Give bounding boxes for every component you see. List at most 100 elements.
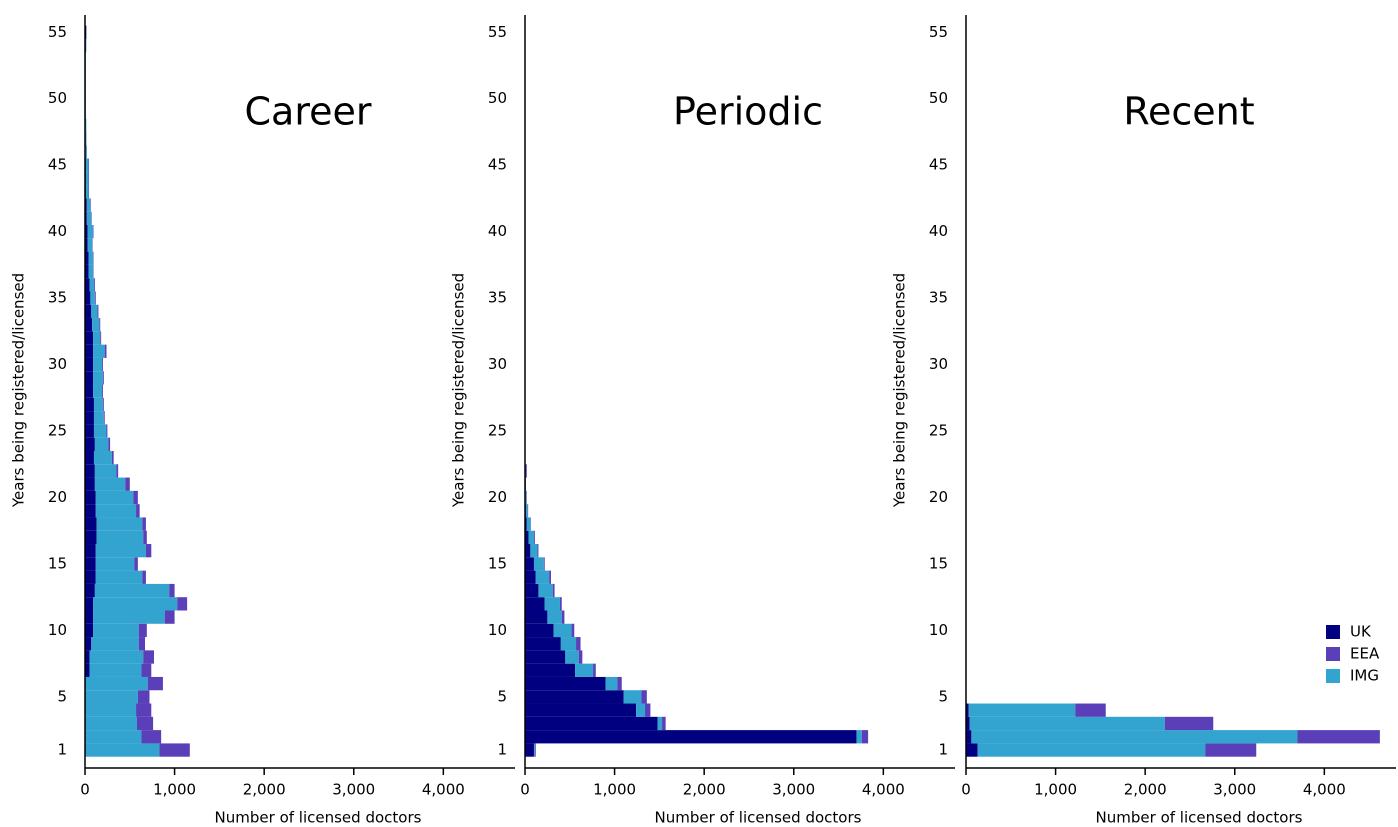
- legend-label: EEA: [1350, 645, 1380, 663]
- bar-segment: [525, 583, 539, 598]
- y-tick-label: 35: [48, 289, 67, 307]
- bar-segment: [85, 371, 94, 385]
- bar-segment: [85, 690, 138, 704]
- x-tick-label: 4,000: [862, 781, 905, 799]
- bar-segment: [142, 570, 146, 584]
- bar-segment: [525, 490, 527, 505]
- bar-segment: [85, 730, 142, 744]
- bar-segment: [95, 544, 146, 558]
- bar-segment: [137, 690, 150, 704]
- legend-swatch: [1326, 669, 1340, 683]
- bar-segment: [138, 637, 146, 651]
- bar-segment: [85, 637, 92, 651]
- bar-segment: [159, 743, 190, 757]
- bar-segment: [1205, 743, 1257, 757]
- bar-segment: [87, 225, 94, 239]
- bar-segment: [1297, 730, 1380, 744]
- y-tick-label: 45: [48, 156, 67, 174]
- bar-segment: [89, 278, 94, 292]
- bar-segment: [645, 703, 651, 717]
- bar-segment: [533, 530, 535, 545]
- bar-segment: [525, 557, 534, 571]
- bar-segment: [93, 331, 101, 345]
- bar-segment: [100, 331, 102, 345]
- bar-segment: [177, 597, 188, 611]
- x-tick-label: 0: [961, 781, 971, 799]
- legend-label: UK: [1350, 623, 1372, 641]
- x-tick-label: 1,000: [153, 781, 196, 799]
- bar-segment: [89, 663, 142, 677]
- bar-segment: [85, 703, 137, 717]
- x-tick-label: 3,000: [332, 781, 375, 799]
- y-tick-label: 20: [488, 488, 507, 506]
- bar-segment: [85, 650, 90, 664]
- bar-segment: [641, 690, 647, 704]
- bar-segment: [85, 291, 91, 305]
- bar-segment: [87, 238, 93, 252]
- bar-segment: [85, 357, 94, 372]
- bar-segment: [138, 623, 147, 638]
- bar-segment: [525, 637, 561, 651]
- bar-segment: [856, 730, 862, 744]
- bar-segment: [143, 530, 147, 545]
- bar-segment: [85, 557, 96, 571]
- bar-segment: [102, 371, 104, 385]
- bar-segment: [102, 384, 103, 398]
- bar-segment: [85, 597, 94, 611]
- bar-segment: [116, 464, 119, 478]
- bar-segment: [85, 676, 148, 691]
- bar-segment: [968, 703, 1076, 717]
- bar-segment: [141, 663, 152, 677]
- bar-segment: [147, 676, 163, 691]
- bar-segment: [86, 211, 92, 226]
- bar-segment: [85, 663, 90, 677]
- y-tick-label: 5: [497, 687, 507, 705]
- bar-segment: [977, 743, 1206, 757]
- bar-segment: [1075, 703, 1106, 717]
- y-tick-label: 5: [938, 687, 948, 705]
- bar-segment: [525, 716, 658, 731]
- x-axis-label: Number of licensed doctors: [215, 809, 422, 827]
- legend-label: IMG: [1350, 667, 1379, 685]
- legend-swatch: [1326, 647, 1340, 661]
- bar-segment: [571, 623, 575, 638]
- bar-segment: [636, 703, 646, 717]
- y-tick-label: 25: [488, 422, 507, 440]
- bar-segment: [141, 730, 162, 744]
- bar-segment: [544, 597, 560, 611]
- bar-segment: [530, 544, 538, 558]
- bar-segment: [93, 344, 105, 358]
- x-tick-label: 1,000: [1034, 781, 1077, 799]
- bar-segment: [623, 690, 642, 704]
- bar-segment: [143, 650, 154, 664]
- bar-segment: [525, 676, 606, 691]
- bar-segment: [93, 597, 178, 611]
- bar-segment: [136, 504, 140, 518]
- bar-segment: [617, 676, 622, 691]
- bar-segment: [95, 504, 137, 518]
- y-tick-label: 15: [488, 554, 507, 572]
- y-tick-label: 45: [929, 156, 948, 174]
- y-tick-label: 10: [48, 621, 67, 639]
- x-tick-label: 4,000: [422, 781, 465, 799]
- bar-segment: [534, 743, 536, 757]
- x-tick-label: 3,000: [772, 781, 815, 799]
- y-tick-label: 20: [929, 488, 948, 506]
- bar-segment: [91, 304, 98, 319]
- bar-segment: [85, 450, 94, 465]
- x-axis-label: Number of licensed doctors: [655, 809, 862, 827]
- bar-segment: [90, 291, 95, 305]
- bar-segment: [85, 198, 87, 212]
- bar-segment: [525, 570, 536, 584]
- y-tick-label: 1: [497, 741, 507, 759]
- y-tick-label: 40: [48, 222, 67, 240]
- x-tick-label: 4,000: [1303, 781, 1346, 799]
- bar-segment: [93, 397, 103, 412]
- bar-segment: [85, 397, 94, 412]
- bar-segment: [575, 663, 594, 677]
- bar-segment: [93, 384, 103, 398]
- y-tick-label: 25: [48, 422, 67, 440]
- bar-segment: [966, 703, 969, 717]
- bar-segment: [85, 530, 97, 545]
- bar-segment: [578, 650, 583, 664]
